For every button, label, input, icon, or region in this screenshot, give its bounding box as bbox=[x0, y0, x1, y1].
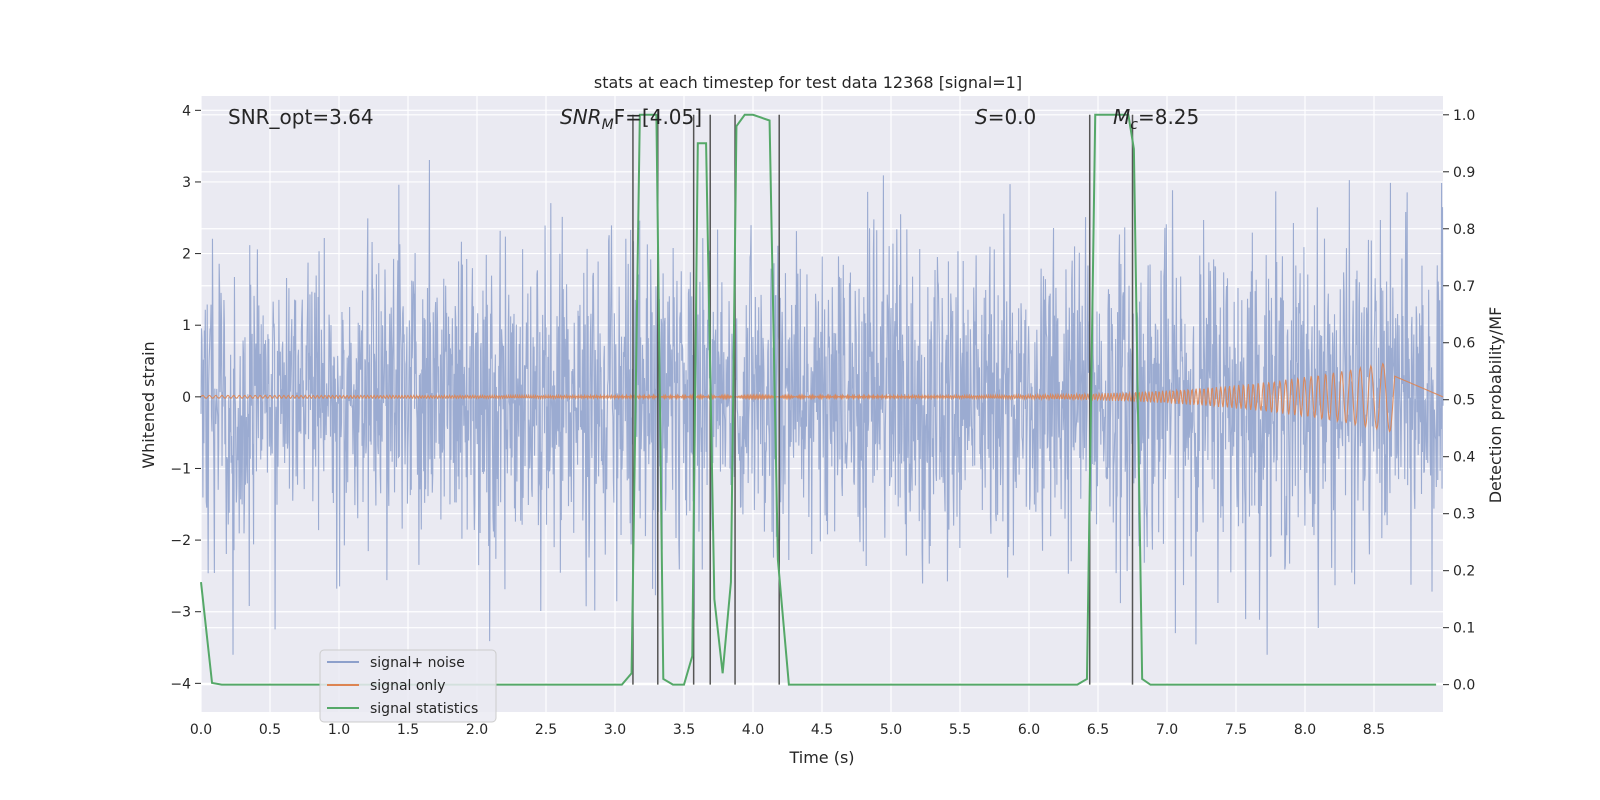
y2-tick-label: 0.1 bbox=[1453, 621, 1475, 637]
chart-title: stats at each timestep for test data 123… bbox=[594, 73, 1022, 92]
annotation-s-rest: =0.0 bbox=[988, 105, 1037, 129]
annotation-s: S=0.0 bbox=[975, 105, 1036, 129]
x-tick-label: 1.0 bbox=[328, 722, 350, 738]
x-tick-label: 5.0 bbox=[880, 722, 902, 738]
legend-label-signal: signal only bbox=[370, 678, 445, 694]
x-axis-label: Time (s) bbox=[788, 748, 854, 767]
y-axis-label: Whitened strain bbox=[139, 341, 158, 468]
y2-tick-label: 0.5 bbox=[1453, 393, 1475, 409]
x-tick-label: 6.5 bbox=[1087, 722, 1109, 738]
annotation-snr-opt: SNR_opt=3.64 bbox=[228, 105, 374, 129]
signal-statistics-series bbox=[200, 113, 1437, 686]
legend-box bbox=[319, 649, 497, 723]
y2-tick-label: 0.2 bbox=[1453, 564, 1475, 580]
y2-tick-label: 0.7 bbox=[1453, 279, 1475, 295]
y-tick-label: 2 bbox=[182, 247, 191, 263]
y2-tick-label: 0.8 bbox=[1453, 222, 1475, 238]
x-tick-label: 4.5 bbox=[811, 722, 833, 738]
y-tick-label: −1 bbox=[170, 461, 191, 477]
y-axis-ticks: 4 3 2 1 0 −1 −2 −3 −4 bbox=[170, 103, 201, 692]
annotation-s-italic: S bbox=[975, 105, 988, 129]
annotation-snr-mf-rest: F=[4.05] bbox=[614, 105, 702, 129]
x-tick-label: 0.0 bbox=[190, 722, 212, 738]
x-tick-label: 8.5 bbox=[1363, 722, 1385, 738]
y-tick-label: 1 bbox=[182, 318, 191, 334]
x-tick-label: 3.5 bbox=[673, 722, 695, 738]
x-tick-label: 7.5 bbox=[1225, 722, 1247, 738]
signal-noise-line bbox=[200, 160, 1444, 655]
y-tick-label: 0 bbox=[182, 390, 191, 406]
annotation-mc-sub: c bbox=[1130, 117, 1138, 133]
y2-tick-label: 0.3 bbox=[1453, 507, 1475, 523]
signal-noise-series bbox=[200, 160, 1444, 655]
annotation-snr-mf-main: SNR bbox=[560, 105, 602, 129]
legend-label-stats: signal statistics bbox=[370, 701, 478, 717]
y2-axis-ticks: 1.0 0.9 0.8 0.7 0.6 0.5 0.4 0.3 0.2 0.1 0.0 bbox=[1443, 108, 1475, 694]
x-tick-label: 0.5 bbox=[259, 722, 281, 738]
legend-label-noise: signal+ noise bbox=[370, 655, 465, 671]
y2-tick-label: 0.6 bbox=[1453, 336, 1475, 352]
x-tick-label: 4.0 bbox=[742, 722, 764, 738]
y2-tick-label: 0.9 bbox=[1453, 165, 1475, 181]
x-axis-ticks: 0.0 0.5 1.0 1.5 2.0 2.5 3.0 3.5 4.0 4.5 5.0 5.5 6.0 6… bbox=[190, 722, 1385, 738]
y2-tick-label: 1.0 bbox=[1453, 108, 1475, 124]
legend: signal+ noise signal only signal statist… bbox=[319, 649, 497, 723]
x-tick-label: 8.0 bbox=[1294, 722, 1316, 738]
x-tick-label: 3.0 bbox=[604, 722, 626, 738]
y-tick-label: 4 bbox=[182, 103, 191, 119]
annotation-snr-mf-sub: M bbox=[602, 117, 614, 133]
signal-only-line bbox=[200, 362, 1444, 433]
x-tick-label: 2.0 bbox=[466, 722, 488, 738]
y2-tick-label: 0.4 bbox=[1453, 450, 1475, 466]
annotation-mc-rest: =8.25 bbox=[1138, 105, 1199, 129]
y-tick-label: −4 bbox=[170, 676, 191, 692]
signal-only-series bbox=[200, 362, 1444, 433]
x-tick-label: 7.0 bbox=[1156, 722, 1178, 738]
y2-axis-label: Detection probability/MF bbox=[1486, 307, 1505, 504]
annotation-mc: Mc=8.25 bbox=[1113, 105, 1199, 133]
signal-statistics-line bbox=[200, 113, 1437, 686]
annotation-snr-mf: SNRMF=[4.05] bbox=[560, 105, 702, 133]
y2-tick-label: 0.0 bbox=[1453, 678, 1475, 694]
y-tick-label: 3 bbox=[182, 175, 191, 191]
annotation-mc-main: M bbox=[1113, 105, 1130, 129]
y-tick-label: −3 bbox=[170, 605, 191, 621]
y-tick-label: −2 bbox=[170, 533, 191, 549]
x-tick-label: 1.5 bbox=[397, 722, 419, 738]
x-tick-label: 2.5 bbox=[535, 722, 557, 738]
x-tick-label: 6.0 bbox=[1018, 722, 1040, 738]
x-tick-label: 5.5 bbox=[949, 722, 971, 738]
